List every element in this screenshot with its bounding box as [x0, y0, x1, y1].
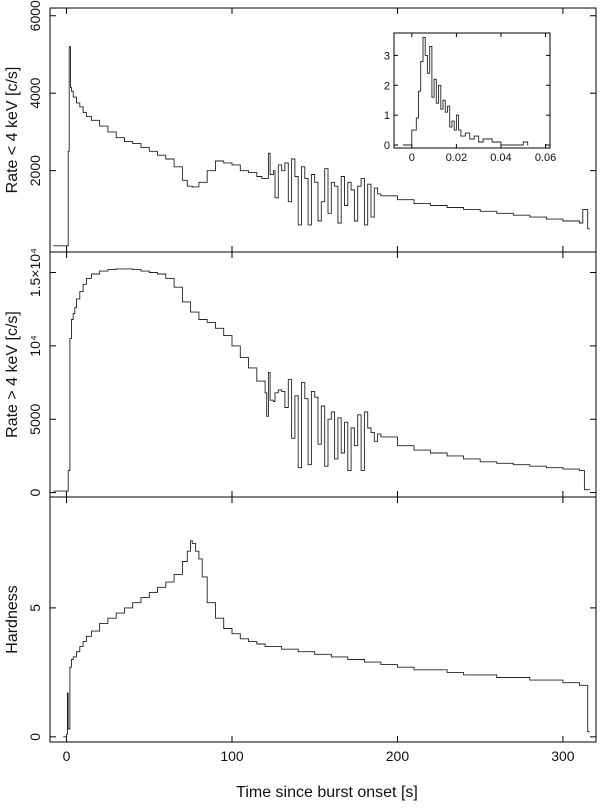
y-tick-label: 3: [384, 50, 390, 62]
y-tick-label: 0: [27, 733, 43, 741]
data-series-bottom: [63, 540, 590, 738]
y-axis-label-middle: Rate > 4 keV [c/s]: [4, 311, 21, 438]
panel-bottom-hardness: 0 100 200 300 0 5 Hardness: [4, 496, 597, 764]
y-axis-label-bottom: Hardness: [4, 585, 21, 653]
y-tick-label: 1: [384, 110, 390, 122]
x-tick-label: 0.04: [490, 152, 511, 164]
y-tick-label: 2000: [27, 155, 43, 186]
y-axis-label-top: Rate < 4 keV [c/s]: [4, 67, 21, 194]
y-tick-label: 10⁴: [27, 335, 43, 357]
plot-frame-inset: [393, 32, 551, 149]
y-tick-label: 6000: [27, 0, 43, 31]
y-tick-label: 2: [384, 80, 390, 92]
x-tick-label: 200: [386, 748, 410, 764]
plot-frame-bottom: [49, 496, 597, 743]
x-tick-label: 300: [551, 748, 575, 764]
x-tick-label: 0: [63, 748, 71, 764]
y-tick-label: 5000: [27, 403, 43, 434]
data-series-top: [53, 46, 590, 247]
x-tick-label: 0: [409, 152, 415, 164]
data-series-middle: [53, 268, 590, 492]
y-tick-label: 1.5×10⁴: [27, 248, 43, 297]
x-tick-label: 0.06: [535, 152, 556, 164]
y-tick-label: 0: [27, 488, 43, 496]
plot-frame-middle: [49, 251, 597, 498]
x-axis-label: Time since burst onset [s]: [236, 784, 418, 801]
panel-inset-zoom: 0 0.02 0.04 0.06 0 1 2 3: [384, 32, 556, 164]
y-tick-label: 5: [27, 604, 43, 612]
y-tick-label: 0: [384, 140, 390, 152]
panel-top-rate-low-energy: 2000 4000 6000 Rate < 4 keV [c/s]: [4, 0, 597, 253]
x-tick-label: 0.02: [446, 152, 467, 164]
data-series-inset: [402, 37, 529, 146]
panel-middle-rate-high-energy: 0 5000 10⁴ 1.5×10⁴ Rate > 4 keV [c/s]: [4, 248, 597, 498]
x-tick-label: 100: [220, 748, 244, 764]
y-tick-label: 4000: [27, 77, 43, 108]
